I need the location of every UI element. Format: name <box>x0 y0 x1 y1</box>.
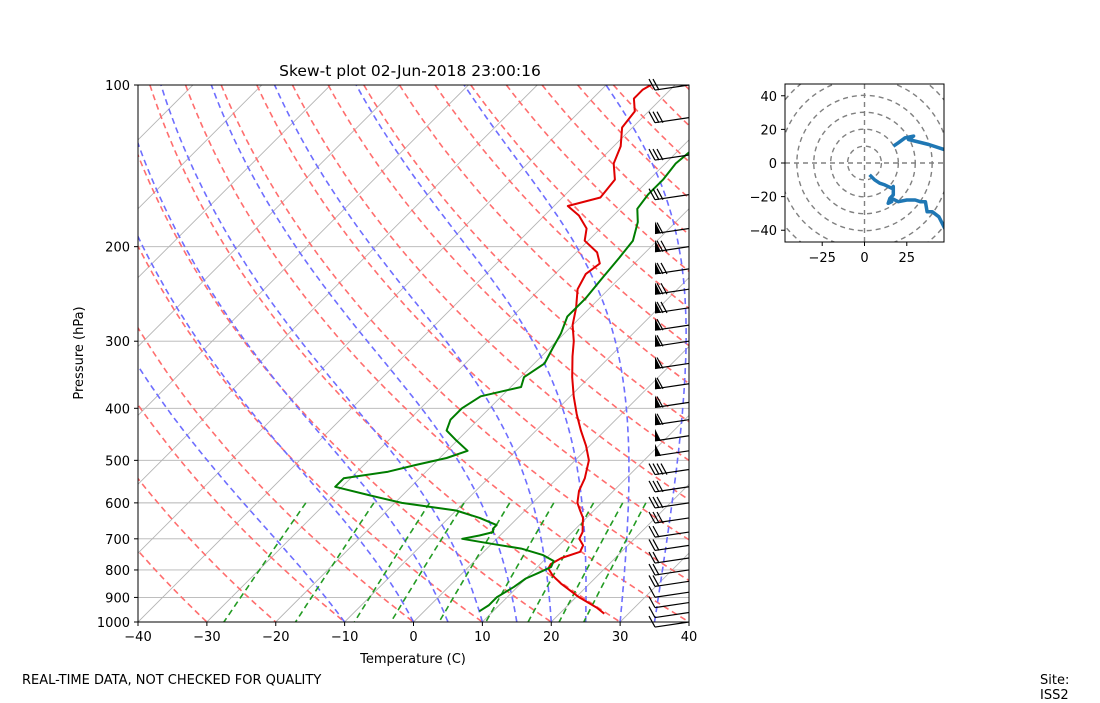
wind-barb <box>649 552 689 563</box>
x-tick-label: −10 <box>331 630 358 645</box>
y-tick-label: 1000 <box>97 616 130 631</box>
wind-barb <box>655 429 689 441</box>
y-tick-label: 500 <box>105 454 130 469</box>
isotherm-gridline <box>0 85 262 622</box>
mixing-ratio-line <box>391 503 464 622</box>
temperature-line <box>548 85 651 614</box>
wind-barb <box>649 112 689 123</box>
wind-barb <box>649 597 689 608</box>
hodograph-panel: −25 0 25 −40 −20 0 20 40 <box>746 45 983 282</box>
wind-barb <box>649 539 689 550</box>
isotherm-gridline <box>0 85 55 622</box>
hodograph-line <box>870 175 946 230</box>
y-tick-label: 600 <box>105 497 130 512</box>
mixing-ratio-line <box>354 503 429 622</box>
hodograph-trace <box>870 136 950 230</box>
hodograph-line <box>893 136 949 151</box>
moist-adiabat <box>120 85 448 622</box>
isotherm-gridline <box>620 85 1100 622</box>
y-tick-label: 400 <box>105 402 130 417</box>
hodograph-y-tick-label: −20 <box>750 191 777 206</box>
x-tick-label: −20 <box>262 630 289 645</box>
dry-adiabat <box>756 85 1100 622</box>
isotherm-gridline <box>414 85 951 622</box>
site-label: Site: ISS2 <box>1040 673 1100 703</box>
dry-adiabat <box>506 85 1100 622</box>
y-tick-label: 700 <box>105 533 130 548</box>
wind-barb <box>655 444 689 456</box>
quality-disclaimer: REAL-TIME DATA, NOT CHECKED FOR QUALITY <box>22 673 321 688</box>
skewt-axes-frame <box>138 85 689 622</box>
dry-adiabat <box>0 85 207 622</box>
x-tick-label: 0 <box>409 630 417 645</box>
dry-adiabat <box>720 85 1100 622</box>
dry-adiabat <box>221 85 758 622</box>
hodograph-y-tick-label: 20 <box>760 123 777 138</box>
isotherm-gridline <box>276 85 813 622</box>
isotherm-gridline <box>689 85 1100 622</box>
moist-adiabat <box>161 85 482 622</box>
dry-adiabat <box>7 85 344 622</box>
hodograph-ring <box>763 62 966 265</box>
mixing-ratio-line <box>486 503 554 622</box>
y-tick-label: 200 <box>105 241 130 256</box>
hodograph-y-tick-label: 40 <box>760 90 777 105</box>
isotherm-gridline <box>0 85 193 622</box>
wind-barb <box>655 222 689 234</box>
isotherm-gridline <box>0 85 331 622</box>
wind-barb <box>655 301 689 313</box>
dry-adiabat <box>364 85 1034 622</box>
y-tick-label: 100 <box>105 79 130 94</box>
dry-adiabat <box>578 85 1100 622</box>
x-axis-label: Temperature (C) <box>359 652 466 667</box>
dry-adiabat <box>43 85 414 622</box>
hodograph-x-tick-label: 0 <box>860 251 868 266</box>
wind-barb <box>655 357 689 369</box>
x-tick-label: 30 <box>612 630 629 645</box>
x-tick-label: 10 <box>474 630 491 645</box>
dry-adiabat <box>328 85 964 622</box>
mixing-ratio-line <box>584 503 646 622</box>
moist-adiabat <box>211 85 517 622</box>
isotherm-gridline <box>0 85 468 622</box>
wind-barb <box>655 240 689 252</box>
x-tick-label: 40 <box>681 630 698 645</box>
mixing-ratio-line <box>439 503 510 622</box>
wind-barb <box>655 318 689 330</box>
moist-adiabat <box>464 85 629 622</box>
hodograph-y-tick-label: 0 <box>769 157 777 172</box>
dry-adiabat <box>649 85 1100 622</box>
isotherm-gridline <box>482 85 1019 622</box>
isotherm-gridline <box>551 85 1088 622</box>
wind-barb <box>649 586 689 597</box>
chart-title: Skew-t plot 02-Jun-2018 23:00:16 <box>279 62 541 80</box>
hodograph-y-tick-label: −40 <box>750 224 777 239</box>
y-tick-label: 900 <box>105 591 130 606</box>
dry-adiabat <box>685 85 1100 622</box>
wind-barb <box>649 189 689 200</box>
skewt-ticks: −40 −30 −20 −10 0 10 20 30 40 100 200 300 400 500 600 7… <box>97 79 697 645</box>
isotherm-gridline <box>138 85 675 622</box>
hodograph-x-tick-label: −25 <box>808 251 835 266</box>
x-tick-label: −40 <box>124 630 151 645</box>
y-axis-label: Pressure (hPa) <box>72 306 87 399</box>
hodograph-ring <box>814 112 915 213</box>
wind-barb <box>649 607 689 618</box>
wind-barb <box>649 464 689 475</box>
hodograph-ticks: −25 0 25 −40 −20 0 20 40 <box>750 90 915 266</box>
y-tick-label: 800 <box>105 564 130 579</box>
hodograph-x-tick-label: 25 <box>899 251 916 266</box>
dry-adiabat <box>79 85 483 622</box>
wind-barb <box>655 334 689 346</box>
dry-adiabat <box>400 85 1100 622</box>
x-tick-label: −30 <box>193 630 220 645</box>
y-tick-label: 300 <box>105 335 130 350</box>
x-tick-label: 20 <box>543 630 560 645</box>
isotherm-gridline <box>69 85 606 622</box>
